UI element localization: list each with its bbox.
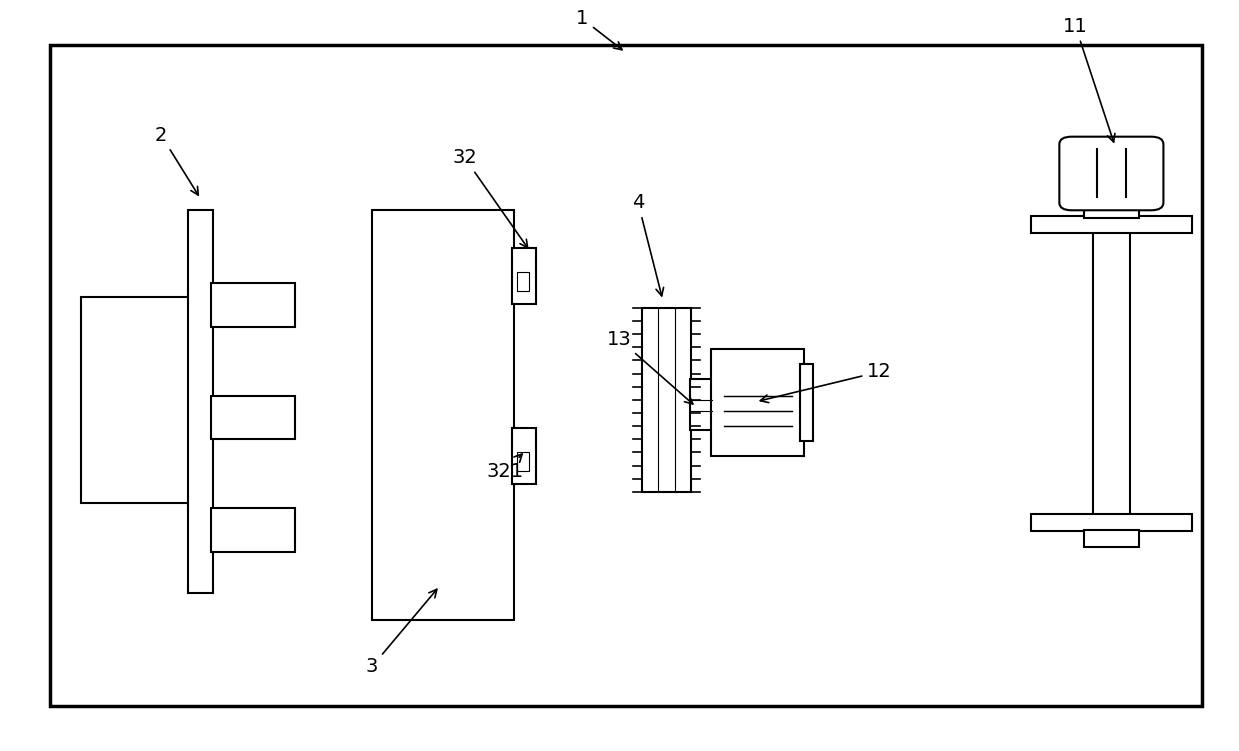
- Bar: [50, 45, 1202, 706]
- Bar: [1031, 216, 1192, 233]
- Text: 4: 4: [632, 193, 664, 296]
- Bar: [372, 210, 514, 620]
- Bar: [1084, 201, 1139, 218]
- Text: 2: 2: [155, 125, 198, 195]
- Bar: [690, 379, 712, 430]
- Text: 12: 12: [761, 362, 892, 403]
- Text: 321: 321: [487, 454, 524, 481]
- Bar: [211, 508, 295, 552]
- FancyBboxPatch shape: [1059, 137, 1163, 210]
- Bar: [1031, 514, 1192, 531]
- Bar: [1084, 530, 1139, 547]
- Bar: [800, 364, 813, 441]
- Text: 3: 3: [366, 590, 437, 677]
- Bar: [512, 428, 536, 484]
- Bar: [211, 396, 295, 439]
- Bar: [711, 349, 804, 456]
- Text: 13: 13: [607, 330, 693, 404]
- Bar: [1093, 218, 1130, 533]
- Bar: [512, 248, 536, 304]
- Text: 32: 32: [452, 148, 528, 248]
- Bar: [81, 297, 192, 503]
- Text: 11: 11: [1063, 17, 1115, 142]
- Bar: [642, 308, 691, 492]
- Bar: [517, 452, 529, 471]
- Bar: [517, 272, 529, 291]
- Text: 1: 1: [576, 9, 622, 50]
- Bar: [188, 210, 213, 593]
- Bar: [211, 283, 295, 327]
